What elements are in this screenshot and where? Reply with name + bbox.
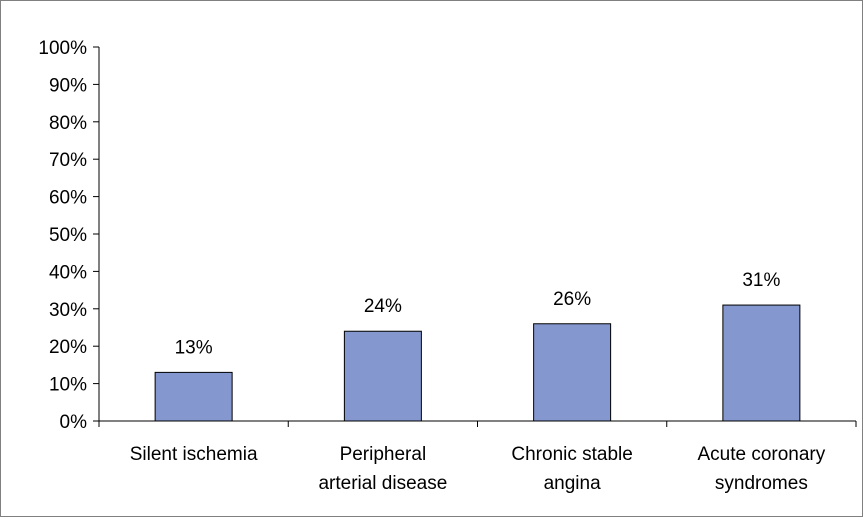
category-label-line: Silent ischemia [130,444,258,465]
category-label-line: syndromes [715,473,808,494]
category-label: Peripheral arterial disease [318,444,447,494]
y-tick-label: 50% [49,225,87,246]
y-tick-label: 70% [49,150,87,171]
y-tick-label: 100% [38,38,87,59]
y-tick-label: 80% [49,113,87,134]
bar [722,304,801,422]
category-label: Silent ischemia [130,444,258,465]
category-label-line: Chronic stable [511,444,632,465]
category-label-line: Peripheral [340,444,427,465]
data-label: 31% [742,270,780,291]
y-tick-label: 20% [49,337,87,358]
category-labels: Silent ischemia Peripheral arterial diseas… [130,444,826,494]
data-label: 13% [175,337,213,358]
category-label: Acute coronary syndromes [697,444,825,494]
category-label: Chronic stable angina [511,444,632,494]
y-tick-label: 90% [49,75,87,96]
bars [154,304,801,422]
bar [343,330,422,422]
category-label-line: arterial disease [318,473,447,494]
category-label-line: angina [544,473,601,494]
x-axis [98,420,857,427]
data-label: 24% [364,296,402,317]
data-label: 26% [553,289,591,310]
category-label-line: Acute coronary [697,444,825,465]
y-tick-label: 0% [60,412,88,433]
y-tick-label: 10% [49,375,87,396]
y-tick-label: 30% [49,300,87,321]
y-tick-label: 40% [49,262,87,283]
bar [533,323,612,422]
y-tick-label: 60% [49,188,87,209]
bar [154,371,233,422]
y-axis: 0% 10% 20% 30% 40% 50% 60% 70% 80% 90% 100% [38,38,100,433]
data-labels: 13% 24% 26% 31% [175,270,781,358]
